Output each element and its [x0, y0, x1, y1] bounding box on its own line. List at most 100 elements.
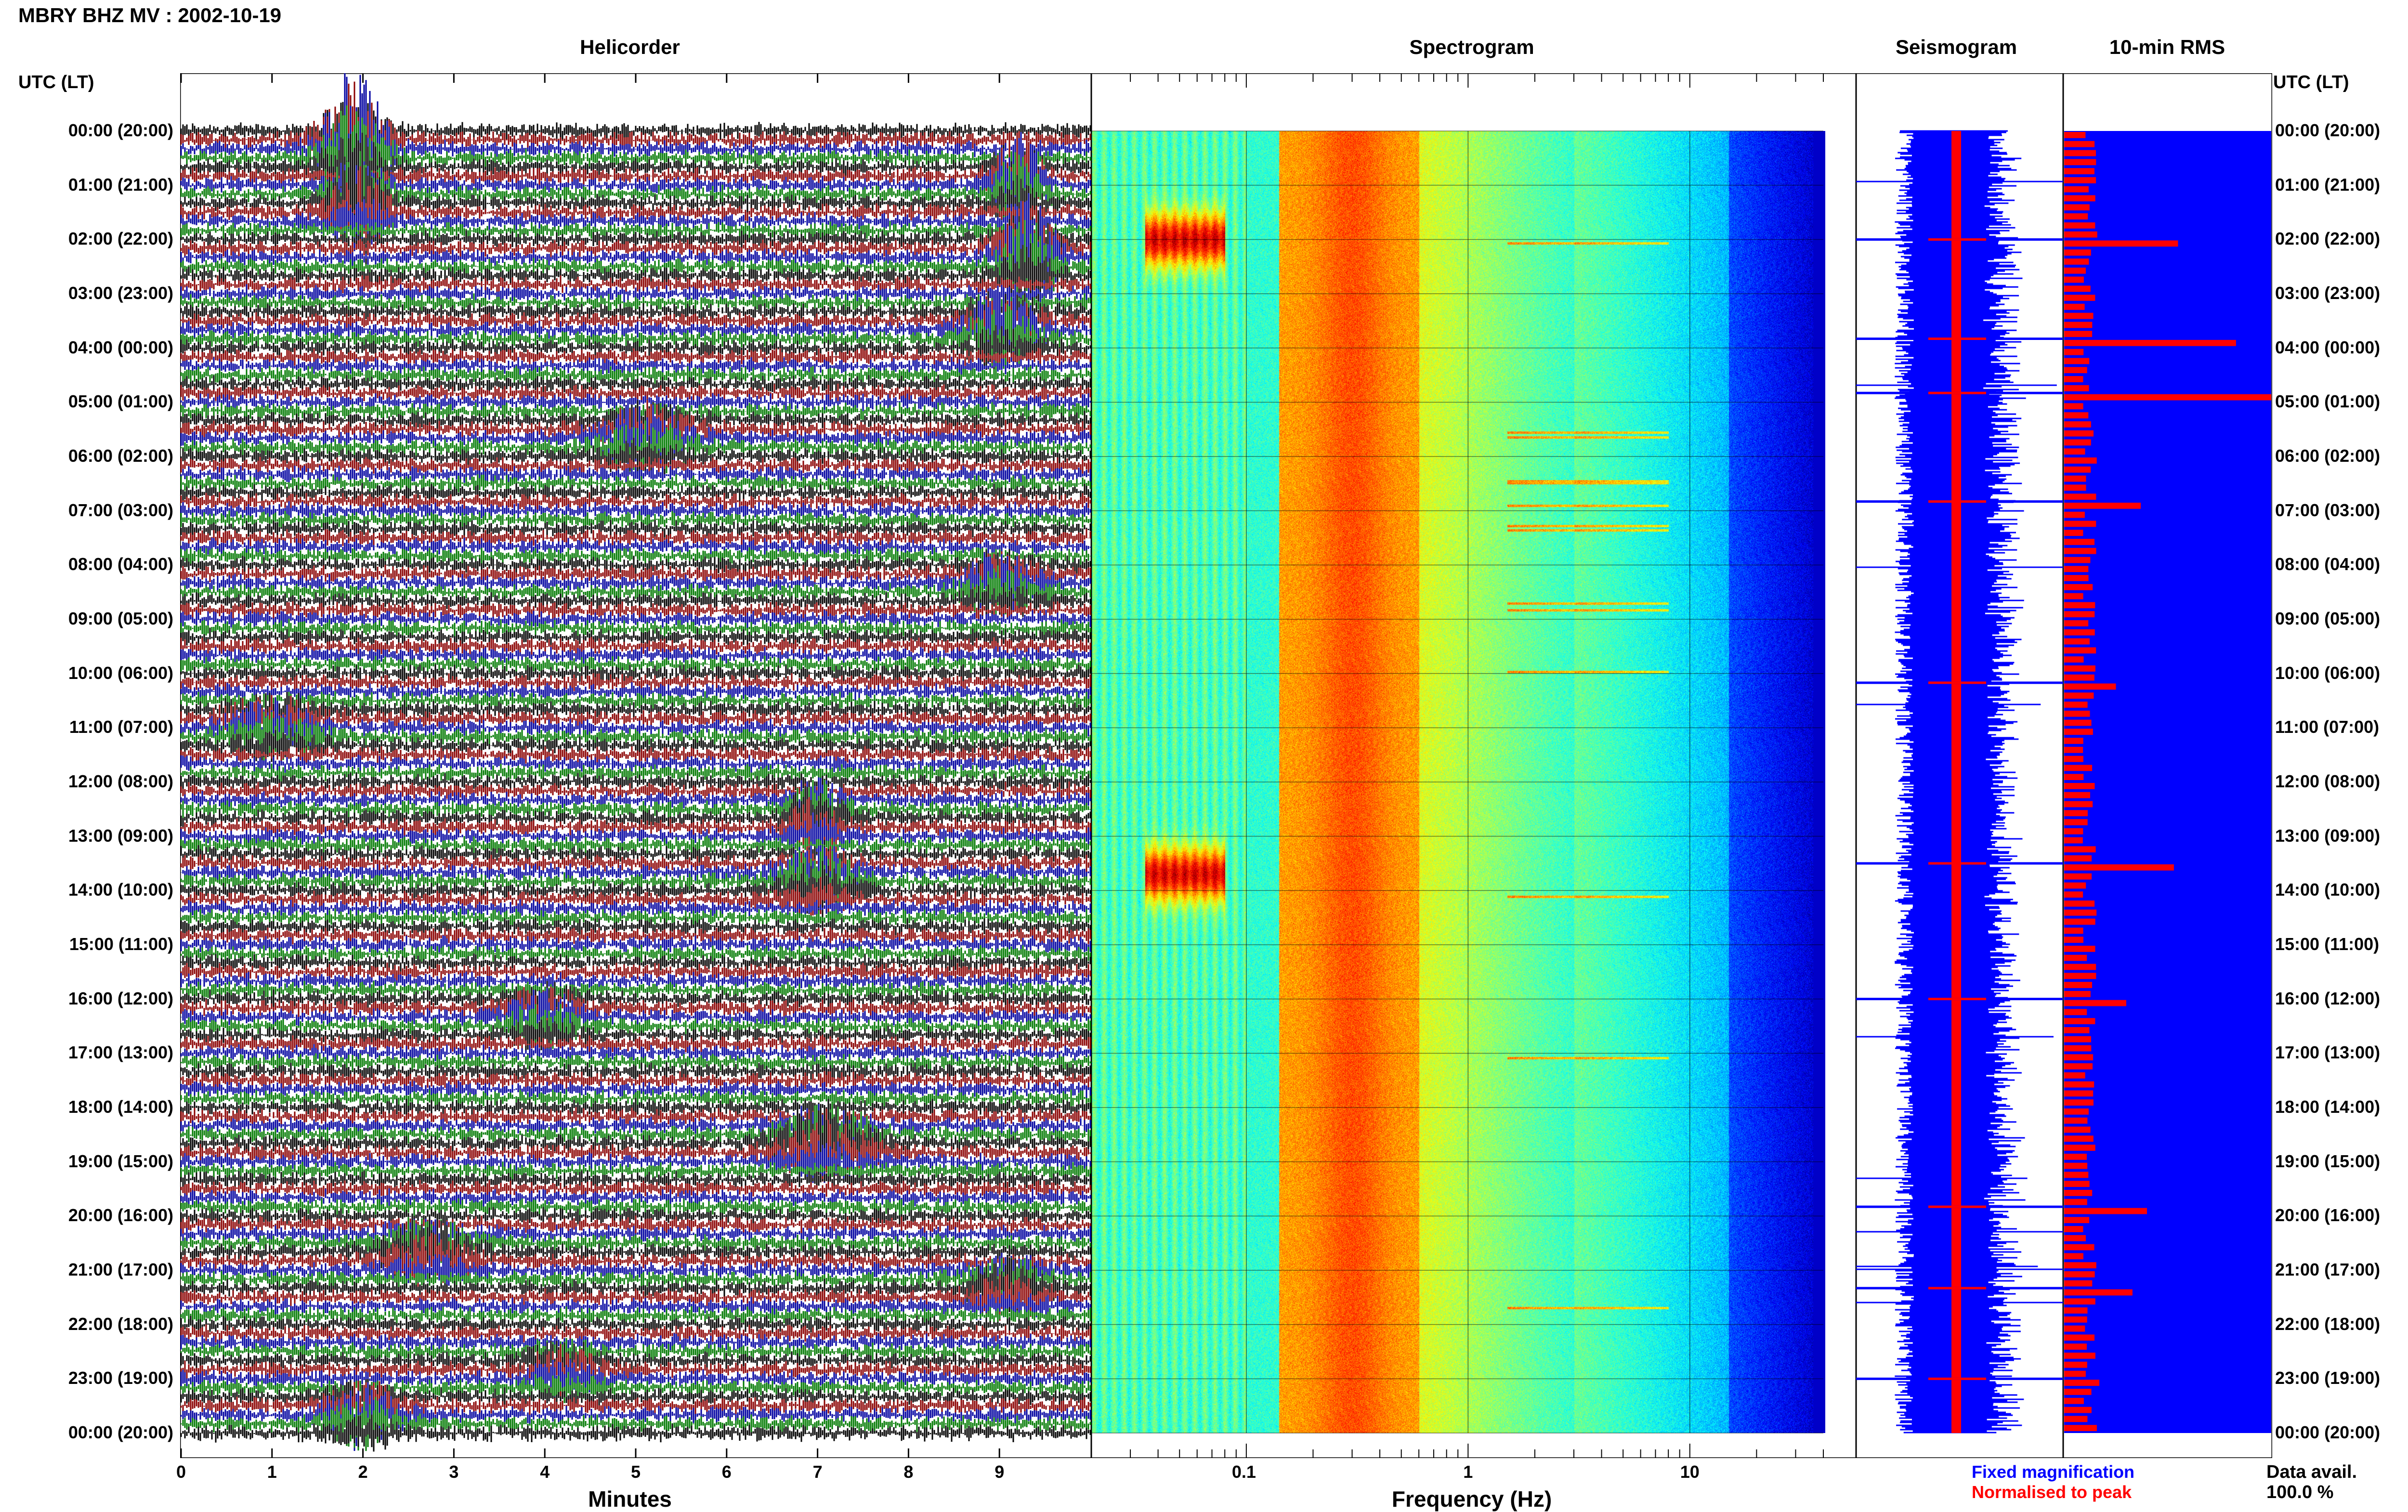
time-tick-label-left: 18:00 (14:00) — [68, 1097, 173, 1117]
data-availability-value: 100.0 % — [2266, 1482, 2334, 1502]
time-tick-label-left: 13:00 (09:00) — [68, 825, 173, 846]
rms-bar — [2064, 937, 2083, 943]
time-tick-label-right: 18:00 (14:00) — [2275, 1097, 2381, 1117]
rms-bar — [2064, 1018, 2095, 1024]
rms-bar — [2064, 864, 2174, 871]
frequency-axis-title: Frequency (Hz) — [1391, 1486, 1552, 1512]
helicorder-trace-row — [180, 1098, 1091, 1117]
time-tick-label-right: 12:00 (08:00) — [2275, 771, 2381, 791]
helicorder-trace-row — [180, 1089, 1091, 1108]
helicorder-trace-row — [180, 1198, 1091, 1216]
helicorder-trace-row — [180, 1034, 1091, 1054]
time-tick-label-right: 19:00 (15:00) — [2275, 1151, 2381, 1171]
rms-bar — [2064, 295, 2095, 301]
helicorder-trace-row — [180, 610, 1091, 629]
time-tick-label-right: 08:00 (04:00) — [2275, 554, 2381, 574]
helicorder-trace-row — [180, 393, 1091, 412]
helicorder-trace-row — [180, 537, 1091, 557]
helicorder-trace-row — [180, 1252, 1091, 1288]
helicorder-trace-row — [180, 945, 1091, 963]
helicorder-trace-row — [180, 583, 1091, 619]
rms-bar — [2064, 629, 2095, 636]
rms-bar — [2064, 1090, 2094, 1097]
helicorder-trace-row — [180, 483, 1091, 502]
helicorder-trace-row — [180, 728, 1091, 765]
helicorder-trace-row — [180, 646, 1091, 665]
rms-bar — [2064, 909, 2097, 916]
rms-bar — [2064, 855, 2092, 861]
rms-bar — [2064, 1145, 2095, 1151]
time-tick-label-right: 06:00 (02:00) — [2275, 446, 2381, 466]
rms-bar — [2064, 1262, 2096, 1268]
time-tick-label-right: 14:00 (10:00) — [2275, 880, 2381, 900]
rms-bar — [2064, 1135, 2094, 1142]
rms-bar — [2064, 846, 2096, 853]
minutes-tick-label: 4 — [540, 1462, 550, 1482]
minutes-tick-label: 1 — [267, 1462, 277, 1482]
rms-bar — [2064, 810, 2088, 817]
rms-bar — [2064, 150, 2096, 156]
rms-bar — [2064, 647, 2096, 654]
helicorder-trace-row — [180, 908, 1091, 927]
rms-bar — [2064, 927, 2083, 934]
helicorder-trace-row — [180, 1170, 1091, 1189]
rms-bar — [2064, 765, 2093, 771]
helicorder-trace-row — [180, 691, 1091, 710]
helicorder-trace-row — [180, 529, 1091, 547]
rms-bar — [2064, 213, 2088, 220]
rms-bar — [2064, 702, 2088, 708]
rms-bar — [2064, 394, 2271, 401]
rms-bar — [2064, 349, 2084, 355]
helicorder-trace-row — [180, 357, 1091, 376]
rms-bar — [2064, 1325, 2085, 1332]
helicorder-trace-row — [180, 755, 1091, 773]
time-tick-label-left: 21:00 (17:00) — [68, 1260, 173, 1279]
helicorder-trace-row — [180, 786, 1091, 861]
rms-bar — [2064, 222, 2095, 229]
time-tick-label-right: 01:00 (21:00) — [2275, 174, 2381, 195]
time-tick-label-right: 07:00 (03:00) — [2275, 500, 2381, 520]
rms-bar — [2064, 946, 2095, 952]
rms-bar — [2064, 1334, 2094, 1341]
rms-bar — [2064, 783, 2095, 789]
rms-bar — [2064, 1099, 2094, 1106]
frequency-tick-label: 1 — [1463, 1462, 1473, 1482]
rms-bar — [2064, 177, 2096, 183]
spectrogram-axes — [1091, 73, 1856, 1458]
rms-bar — [2064, 1072, 2085, 1079]
rms-bar — [2064, 1199, 2087, 1205]
time-tick-label-left: 04:00 (00:00) — [68, 337, 173, 357]
frequency-tick-label: 10 — [1680, 1462, 1700, 1482]
time-tick-label-left: 06:00 (02:00) — [68, 446, 173, 466]
rms-bar — [2064, 1126, 2091, 1133]
helicorder-trace-row — [180, 348, 1091, 366]
rms-bar — [2064, 982, 2092, 988]
rms-bar — [2064, 1027, 2090, 1033]
helicorder-trace-row — [180, 917, 1091, 937]
rms-bar — [2064, 475, 2086, 482]
time-tick-label-left: 08:00 (04:00) — [68, 554, 173, 574]
rms-bar — [2064, 1009, 2087, 1016]
rms-bar — [2064, 891, 2083, 898]
time-tick-label-left: 00:00 (20:00) — [68, 120, 173, 140]
rms-bar — [2064, 547, 2096, 554]
rms-bar — [2064, 484, 2086, 491]
rms-bar — [2064, 1416, 2088, 1422]
time-tick-label-left: 17:00 (13:00) — [68, 1043, 173, 1063]
minutes-tick-label: 2 — [358, 1462, 368, 1482]
rms-bar — [2064, 1271, 2095, 1277]
helicorder-trace-row — [180, 835, 1091, 855]
rms-bar — [2064, 1425, 2097, 1431]
rms-bar — [2064, 954, 2087, 961]
rms-bar — [2064, 746, 2083, 753]
rms-bar — [2064, 376, 2083, 382]
helicorder-trace-row — [180, 1359, 1091, 1402]
rms-bar — [2064, 521, 2096, 527]
rms-bar — [2064, 674, 2094, 681]
rms-chart — [2063, 73, 2272, 1458]
rms-bar — [2064, 240, 2178, 247]
rms-bar — [2064, 819, 2088, 825]
spectrogram-frame — [1091, 73, 1856, 1458]
rms-bar — [2064, 511, 2085, 518]
rms-bar — [2064, 303, 2085, 310]
